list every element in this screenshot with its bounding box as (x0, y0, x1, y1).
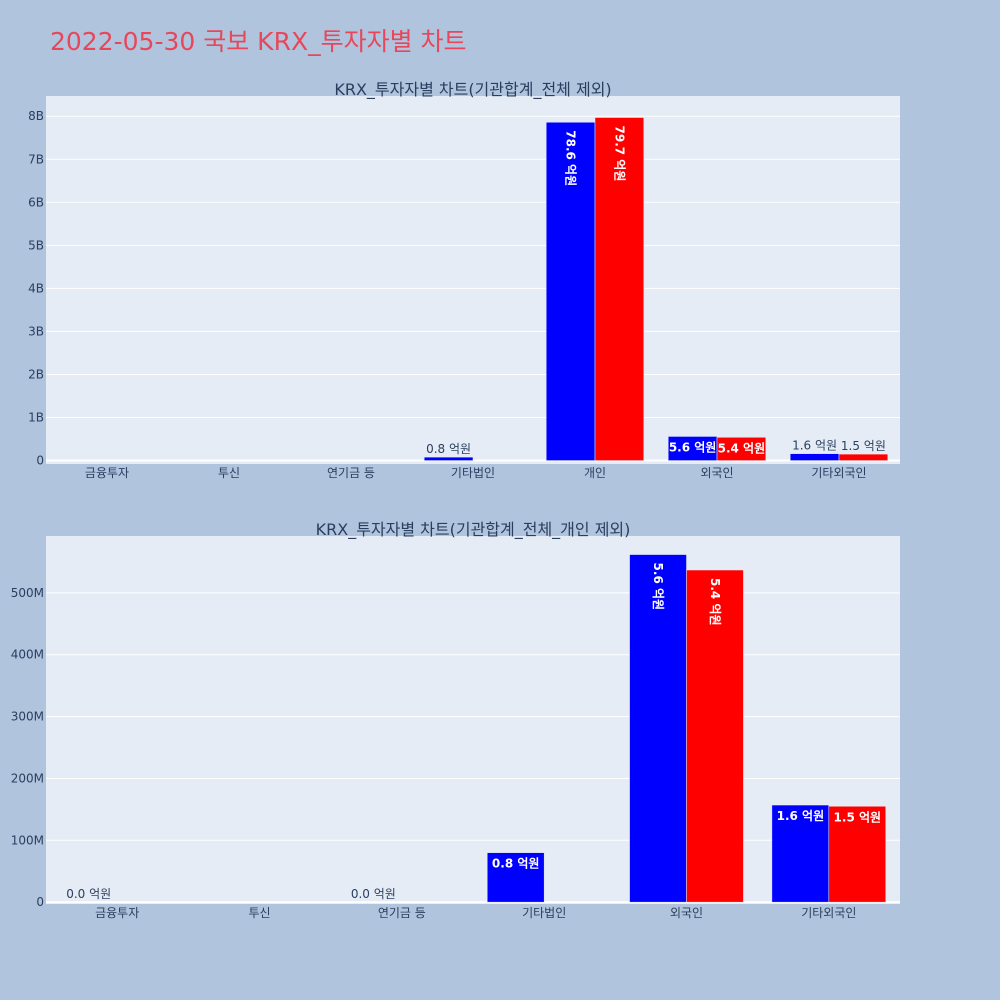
plot-area-bottom (46, 536, 900, 904)
data-label: 1.5 억원 (834, 810, 882, 824)
page-title: 2022-05-30 국보 KRX_투자자별 차트 (50, 27, 467, 56)
x-tick-label: 기타법인 (451, 466, 495, 480)
x-axis-top: 금융투자 투신 연기금 등 기타법인 개인 외국인 기타외국인 (85, 466, 867, 480)
bar (667, 436, 718, 461)
grid-bottom (46, 592, 900, 904)
x-tick-label: 금융투자 (95, 906, 139, 920)
bar (716, 437, 767, 461)
y-tick-label: 200M (11, 771, 44, 785)
x-tick-label: 연기금 등 (327, 466, 375, 480)
y-tick-label: 400M (11, 648, 44, 662)
x-tick-label: 외국인 (700, 466, 733, 480)
y-tick-label: 0 (36, 895, 44, 909)
x-tick-label: 기타법인 (522, 906, 566, 920)
y-tick-label: 100M (11, 833, 44, 847)
data-label: 5.6 억원 (651, 563, 665, 611)
data-label: 5.4 억원 (708, 578, 722, 626)
bars-top: 0.8 억원 78.6 억원 5.6 억원 1.6 억원 79.7 억원 5.4 억원 1.… (423, 117, 889, 461)
x-tick-label: 기타외국인 (811, 466, 866, 480)
bar (545, 122, 596, 461)
x-tick-label: 연기금 등 (378, 906, 426, 920)
y-tick-label: 2B (28, 367, 44, 381)
data-label: 5.4 억원 (718, 441, 766, 455)
data-label: 78.6 억원 (564, 130, 578, 186)
chart-title-top: KRX_투자자별 차트(기관합계_전체 제외) (334, 80, 611, 100)
data-label: 1.6 억원 (777, 809, 825, 823)
data-label: 0.0 억원 (351, 887, 396, 901)
y-tick-label: 6B (28, 195, 44, 209)
y-tick-label: 4B (28, 281, 44, 295)
bar (771, 804, 830, 903)
chart-top: KRX_투자자별 차트(기관합계_전체 제외) 0 1B 2B 3B 4B 5B 6B 7B 8… (28, 80, 900, 480)
x-axis-bottom: 금융투자 투신 연기금 등 기타법인 외국인 기타외국인 (95, 906, 856, 920)
data-label: 0.0 억원 (66, 887, 111, 901)
data-label: 5.6 억원 (669, 440, 717, 454)
bar (686, 569, 744, 903)
bar (838, 453, 889, 461)
grid-top (46, 115, 900, 462)
data-label: 0.8 억원 (492, 857, 540, 871)
bar (594, 117, 645, 461)
y-axis-bottom: 0 100M 200M 300M 400M 500M (11, 586, 44, 909)
y-tick-label: 5B (28, 238, 44, 252)
x-tick-label: 금융투자 (85, 466, 129, 480)
bar (789, 453, 840, 461)
bar (629, 554, 687, 903)
bar (828, 806, 887, 903)
y-tick-label: 8B (28, 109, 44, 123)
y-tick-label: 300M (11, 710, 44, 724)
y-tick-label: 1B (28, 411, 44, 425)
x-tick-label: 개인 (584, 466, 606, 480)
y-tick-label: 0 (36, 454, 44, 468)
data-label: 1.5 억원 (841, 439, 886, 453)
chart-title-bottom: KRX_투자자별 차트(기관합계_전체_개인 제외) (316, 520, 631, 540)
y-tick-label: 7B (28, 152, 44, 166)
y-tick-label: 3B (28, 324, 44, 338)
x-tick-label: 기타외국인 (801, 906, 856, 920)
data-label: 1.6 억원 (792, 439, 837, 453)
x-tick-label: 외국인 (670, 906, 703, 920)
data-label: 79.7 억원 (612, 126, 626, 182)
plot-area-top (46, 96, 900, 464)
y-axis-top: 0 1B 2B 3B 4B 5B 6B 7B 8B (28, 109, 44, 467)
y-tick-label: 500M (11, 586, 44, 600)
bar (423, 456, 474, 461)
x-tick-label: 투신 (218, 466, 240, 480)
bars-bottom: 0.0 억원 0.0 억원 0.8 억원 5.6 억원 1.6 억원 5.4 억원 1.5 … (66, 554, 887, 903)
bar (486, 852, 545, 903)
chart-bottom: KRX_투자자별 차트(기관합계_전체_개인 제외) 0 100M 200M 300M… (11, 520, 900, 920)
x-tick-label: 투신 (248, 906, 270, 920)
data-label: 0.8 억원 (426, 442, 471, 456)
